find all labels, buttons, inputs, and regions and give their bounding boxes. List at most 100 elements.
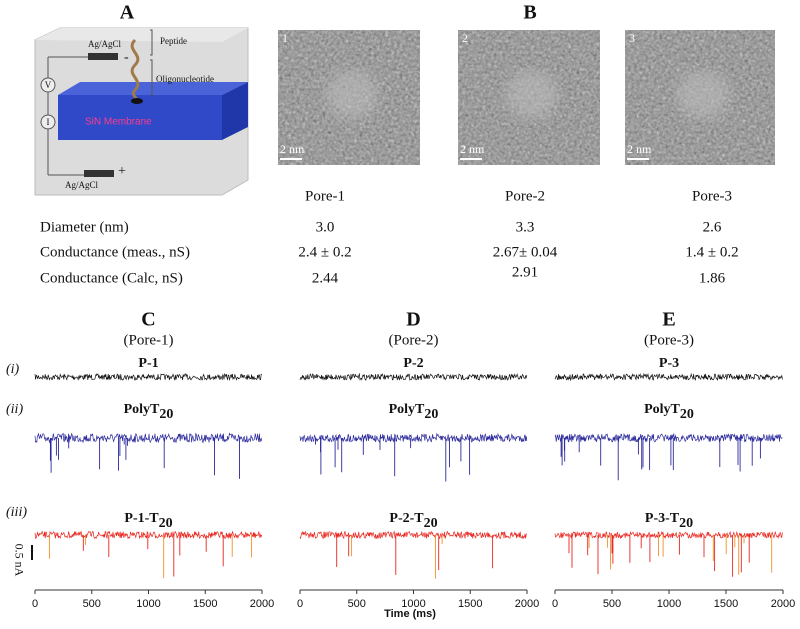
x-tick-label: 500: [348, 598, 366, 610]
column-header: Pore-1: [305, 188, 345, 204]
molecule-label: Peptide: [160, 36, 187, 46]
x-tick-label: 1000: [136, 598, 160, 610]
image-index: 1: [282, 31, 288, 45]
pore-label: (Pore-3): [644, 332, 694, 348]
pore: [677, 70, 729, 119]
label-sub: 20: [680, 407, 694, 422]
label-sub: 20: [679, 516, 693, 531]
cell: 3.0: [316, 219, 335, 235]
event-spikes: [82, 535, 224, 577]
image-index: 3: [629, 31, 635, 45]
x-tick-label: 1500: [714, 598, 738, 610]
x-tick-label: 500: [603, 598, 621, 610]
x-tick-label: 2000: [515, 598, 539, 610]
pore-label: (Pore-1): [124, 332, 174, 348]
label-main: P-2: [403, 356, 423, 371]
trace-label: P-3: [659, 356, 679, 371]
x-tick-label: 1500: [458, 598, 482, 610]
panel-label: E: [662, 309, 675, 331]
tem-image: 3 2 nm: [625, 30, 775, 165]
current-trace: [299, 530, 528, 540]
trace-label: PolyT20: [124, 402, 174, 422]
polarity: +: [118, 164, 126, 179]
label-main: P-3: [659, 356, 679, 371]
cell: 2.6: [703, 219, 722, 235]
event-spikes: [49, 438, 240, 479]
current-trace: [299, 432, 528, 443]
cell: 2.4 ± 0.2: [298, 244, 351, 260]
row-header: Conductance (Calc, nS): [40, 270, 183, 286]
row-header: Conductance (meas., nS): [40, 244, 190, 260]
row-label: (i): [6, 362, 20, 377]
x-tick-label: 500: [83, 598, 101, 610]
panel-label: D: [406, 309, 420, 331]
electrode-label: Ag/AgCl: [65, 180, 99, 190]
x-tick-label: 1000: [401, 598, 425, 610]
label-main: P-1-T: [124, 511, 159, 526]
pore-label: (Pore-2): [389, 332, 439, 348]
label-sub: 20: [424, 516, 438, 531]
event-spikes: [588, 535, 773, 575]
row-label: (iii): [6, 505, 27, 520]
event-spikes: [351, 535, 443, 579]
current-trace: [554, 432, 783, 443]
current-trace: [34, 373, 262, 382]
trace-label: P-1-T20: [124, 511, 172, 531]
label-main: P-3-T: [645, 511, 680, 526]
label-main: P-2-T: [389, 511, 424, 526]
scale-label: 2 nm: [627, 142, 652, 156]
meter-label: I: [47, 117, 50, 127]
x-tick-label: 1500: [193, 598, 217, 610]
trace-label: P-2: [403, 356, 423, 371]
scale-label: 2 nm: [280, 142, 305, 156]
tem-image: 1 2 nm: [278, 30, 420, 165]
current-trace: [34, 530, 263, 540]
current-trace: [34, 432, 263, 444]
cell: 1.4 ± 0.2: [685, 244, 738, 260]
column-header: Pore-2: [505, 188, 545, 204]
schematic: [34, 27, 249, 196]
electrode-label: Ag/AgCl: [88, 39, 122, 49]
pore: [505, 70, 558, 119]
meter-label: V: [45, 80, 52, 90]
x-axis-title: Time (ms): [384, 608, 436, 620]
current-trace: [299, 372, 528, 381]
panel-label: A: [120, 2, 135, 24]
label-main: PolyT: [389, 402, 425, 417]
image-index: 2: [462, 31, 468, 45]
trace-label: PolyT20: [644, 402, 694, 422]
cell: 2.67± 0.04: [493, 244, 558, 260]
cell: 3.3: [516, 219, 535, 235]
label-sub: 20: [424, 407, 438, 422]
label-sub: 20: [159, 407, 173, 422]
panel-label: C: [141, 309, 155, 331]
panel-label: B: [523, 2, 536, 24]
event-spikes: [568, 535, 750, 577]
trace-label: PolyT20: [389, 402, 439, 422]
event-spikes: [48, 535, 253, 579]
event-spikes: [336, 535, 494, 575]
x-tick-label: 2000: [250, 598, 274, 610]
label-main: PolyT: [644, 402, 680, 417]
current-trace: [554, 530, 783, 540]
scale-label: 2 nm: [460, 142, 485, 156]
polarity: -: [124, 50, 129, 65]
label-main: P-1: [138, 356, 158, 371]
x-tick-label: 0: [297, 598, 303, 610]
x-tick-label: 1000: [657, 598, 681, 610]
current-scale-label: 0.5 nA: [12, 544, 26, 577]
trace-label: P-1: [138, 356, 158, 371]
current-trace: [554, 372, 783, 382]
tem-image: 2 2 nm: [458, 30, 600, 165]
row-label: (ii): [6, 402, 23, 417]
trace-label: P-3-T20: [645, 511, 693, 531]
x-tick-label: 0: [552, 598, 558, 610]
trace-label: P-2-T20: [389, 511, 437, 531]
cell: 2.44: [312, 270, 339, 286]
row-header: Diameter (nm): [40, 219, 129, 235]
event-spikes: [560, 438, 761, 481]
event-spikes: [315, 438, 471, 482]
label-main: PolyT: [124, 402, 160, 417]
pore: [325, 70, 378, 119]
